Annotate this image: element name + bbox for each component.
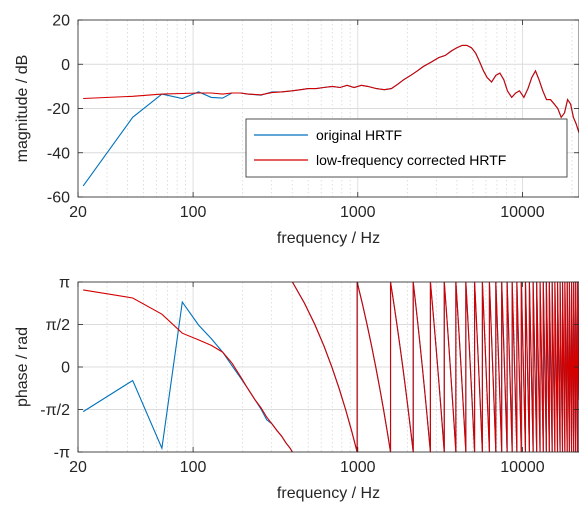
magnitude-panel: 20 100 1000 10000 -60 -40 -20 0 20 frequency / Hz…	[14, 13, 579, 247]
x-tick-label: 100	[180, 459, 207, 476]
x-tick-label: 1000	[340, 459, 376, 476]
y-tick-label: 0	[61, 360, 70, 377]
x-tick-label: 10000	[500, 204, 545, 221]
x-tick-label: 20	[69, 459, 87, 476]
x-axis-label: frequency / Hz	[277, 230, 380, 247]
series-line-corrected-wrapped	[291, 282, 579, 452]
legend-box	[245, 118, 568, 178]
y-tick-label: -π	[54, 445, 70, 462]
legend-label: original HRTF	[316, 127, 402, 143]
y-axis-label: magnitude / dB	[14, 55, 31, 163]
series-line-corrected	[83, 44, 579, 133]
phase-panel: 20 100 1000 10000 -π -π/2 0 π/2 π frequency / Hz p…	[14, 275, 579, 502]
x-axis-label: frequency / Hz	[277, 485, 380, 502]
y-tick-label: π	[59, 275, 70, 292]
y-tick-label: -π/2	[40, 402, 70, 419]
y-tick-label: π/2	[46, 317, 70, 334]
series-line-corrected	[83, 289, 293, 452]
y-axis-label: phase / rad	[14, 327, 31, 407]
y-tick-label: -60	[47, 190, 70, 207]
y-tick-label: 0	[61, 57, 70, 74]
y-tick-label: 20	[52, 13, 70, 30]
y-tick-label: -40	[47, 145, 70, 162]
legend-label: low-frequency corrected HRTF	[316, 152, 506, 168]
x-tick-label: 100	[180, 204, 207, 221]
x-tick-label: 1000	[340, 204, 376, 221]
y-tick-label: -20	[47, 101, 70, 118]
x-tick-label: 10000	[500, 459, 545, 476]
x-tick-label: 20	[69, 204, 87, 221]
